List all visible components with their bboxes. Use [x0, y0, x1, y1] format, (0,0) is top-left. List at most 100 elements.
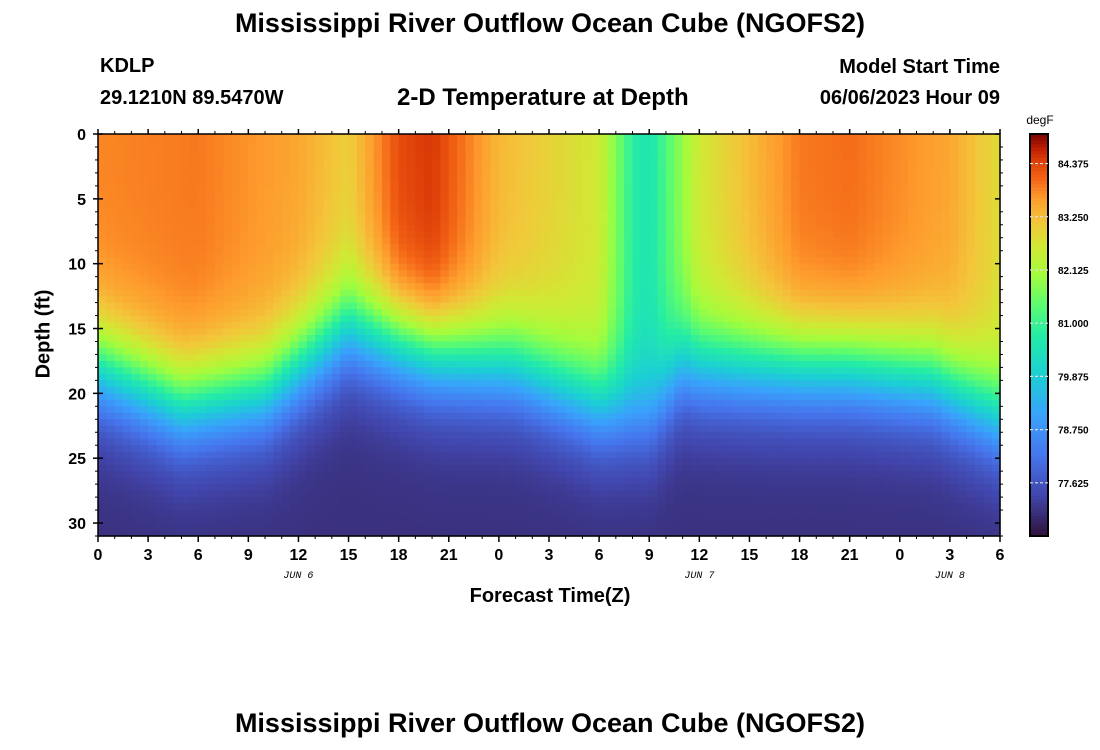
heatmap-cell	[515, 419, 525, 427]
heatmap-cell	[265, 231, 274, 239]
heatmap-cell	[323, 270, 333, 278]
heatmap-cell	[624, 159, 634, 168]
heatmap-cell	[114, 159, 124, 168]
heatmap-cell	[482, 134, 492, 142]
heatmap-cell	[198, 516, 208, 524]
heatmap-cell	[265, 523, 274, 531]
heatmap-cell	[716, 490, 725, 498]
heatmap-cell	[223, 490, 233, 498]
heatmap-cell	[206, 432, 216, 440]
heatmap-cell	[523, 516, 533, 524]
heatmap-cell	[649, 490, 659, 498]
heatmap-cell	[365, 159, 375, 168]
heatmap-cell	[415, 354, 425, 362]
heatmap-cell	[716, 445, 725, 453]
heatmap-cell	[390, 134, 400, 142]
heatmap-cell	[407, 315, 416, 323]
heatmap-cell	[139, 146, 149, 155]
heatmap-cell	[457, 185, 467, 193]
heatmap-cell	[281, 373, 291, 381]
heatmap-cell	[674, 153, 684, 161]
heatmap-cell	[498, 516, 508, 524]
heatmap-cell	[181, 503, 191, 511]
heatmap-cell	[323, 244, 333, 252]
heatmap-cell	[599, 523, 609, 531]
heatmap-cell	[415, 490, 425, 498]
heatmap-cell	[315, 419, 325, 427]
heatmap-cell	[582, 211, 592, 219]
heatmap-cell	[114, 166, 124, 174]
heatmap-cell	[98, 484, 107, 492]
heatmap-cell	[557, 354, 567, 362]
heatmap-cell	[490, 198, 500, 206]
heatmap-cell	[682, 166, 692, 174]
heatmap-cell	[448, 283, 458, 291]
heatmap-cell	[114, 289, 124, 297]
heatmap-cell	[356, 516, 366, 524]
heatmap-cell	[565, 218, 575, 226]
heatmap-cell	[407, 211, 416, 219]
heatmap-cell	[557, 497, 567, 505]
heatmap-cell	[173, 309, 183, 317]
heatmap-cell	[574, 270, 584, 278]
heatmap-cell	[457, 490, 467, 498]
heatmap-cell	[407, 257, 416, 265]
heatmap-cell	[181, 289, 191, 297]
heatmap-cell	[290, 425, 300, 433]
heatmap-cell	[398, 477, 408, 485]
heatmap-cell	[557, 328, 567, 336]
heatmap-cell	[407, 484, 416, 492]
heatmap-cell	[98, 367, 107, 375]
heatmap-cell	[381, 224, 391, 232]
heatmap-cell	[599, 335, 609, 343]
heatmap-cell	[699, 257, 709, 265]
heatmap-cell	[323, 146, 333, 155]
heatmap-cell	[515, 250, 525, 258]
heatmap-cell	[340, 425, 350, 433]
heatmap-cell	[281, 270, 291, 278]
heatmap-cell	[98, 231, 107, 239]
heatmap-cell	[206, 380, 216, 388]
heatmap-cell	[690, 419, 700, 427]
heatmap-cell	[231, 497, 241, 505]
heatmap-cell	[106, 198, 116, 206]
heatmap-cell	[139, 341, 149, 349]
heatmap-cell	[507, 231, 517, 239]
heatmap-cell	[356, 490, 366, 498]
heatmap-cell	[515, 153, 525, 161]
heatmap-cell	[348, 510, 358, 518]
heatmap-cell	[173, 412, 183, 420]
heatmap-cell	[373, 159, 383, 168]
heatmap-cell	[206, 458, 216, 466]
heatmap-cell	[156, 373, 166, 381]
heatmap-cell	[365, 445, 375, 453]
heatmap-cell	[164, 432, 174, 440]
heatmap-cell	[615, 153, 625, 161]
heatmap-cell	[582, 464, 592, 472]
heatmap-cell	[98, 257, 107, 265]
heatmap-cell	[340, 224, 350, 232]
heatmap-cell	[407, 322, 416, 330]
heatmap-cell	[557, 445, 567, 453]
heatmap-cell	[624, 510, 634, 518]
heatmap-cell	[498, 231, 508, 239]
heatmap-cell	[407, 335, 416, 343]
heatmap-cell	[574, 322, 584, 330]
heatmap-cell	[248, 218, 258, 226]
heatmap-cell	[365, 218, 375, 226]
heatmap-cell	[331, 380, 341, 388]
heatmap-cell	[448, 302, 458, 310]
heatmap-cell	[724, 425, 734, 433]
heatmap-cell	[223, 464, 233, 472]
heatmap-cell	[239, 134, 249, 142]
heatmap-cell	[173, 315, 183, 323]
heatmap-cell	[231, 159, 241, 168]
heatmap-cell	[298, 211, 308, 219]
heatmap-cell	[239, 328, 249, 336]
heatmap-cell	[131, 477, 141, 485]
heatmap-cell	[398, 471, 408, 479]
heatmap-cell	[649, 464, 659, 472]
heatmap-cell	[256, 347, 266, 356]
heatmap-cell	[331, 322, 341, 330]
heatmap-cell	[139, 224, 149, 232]
